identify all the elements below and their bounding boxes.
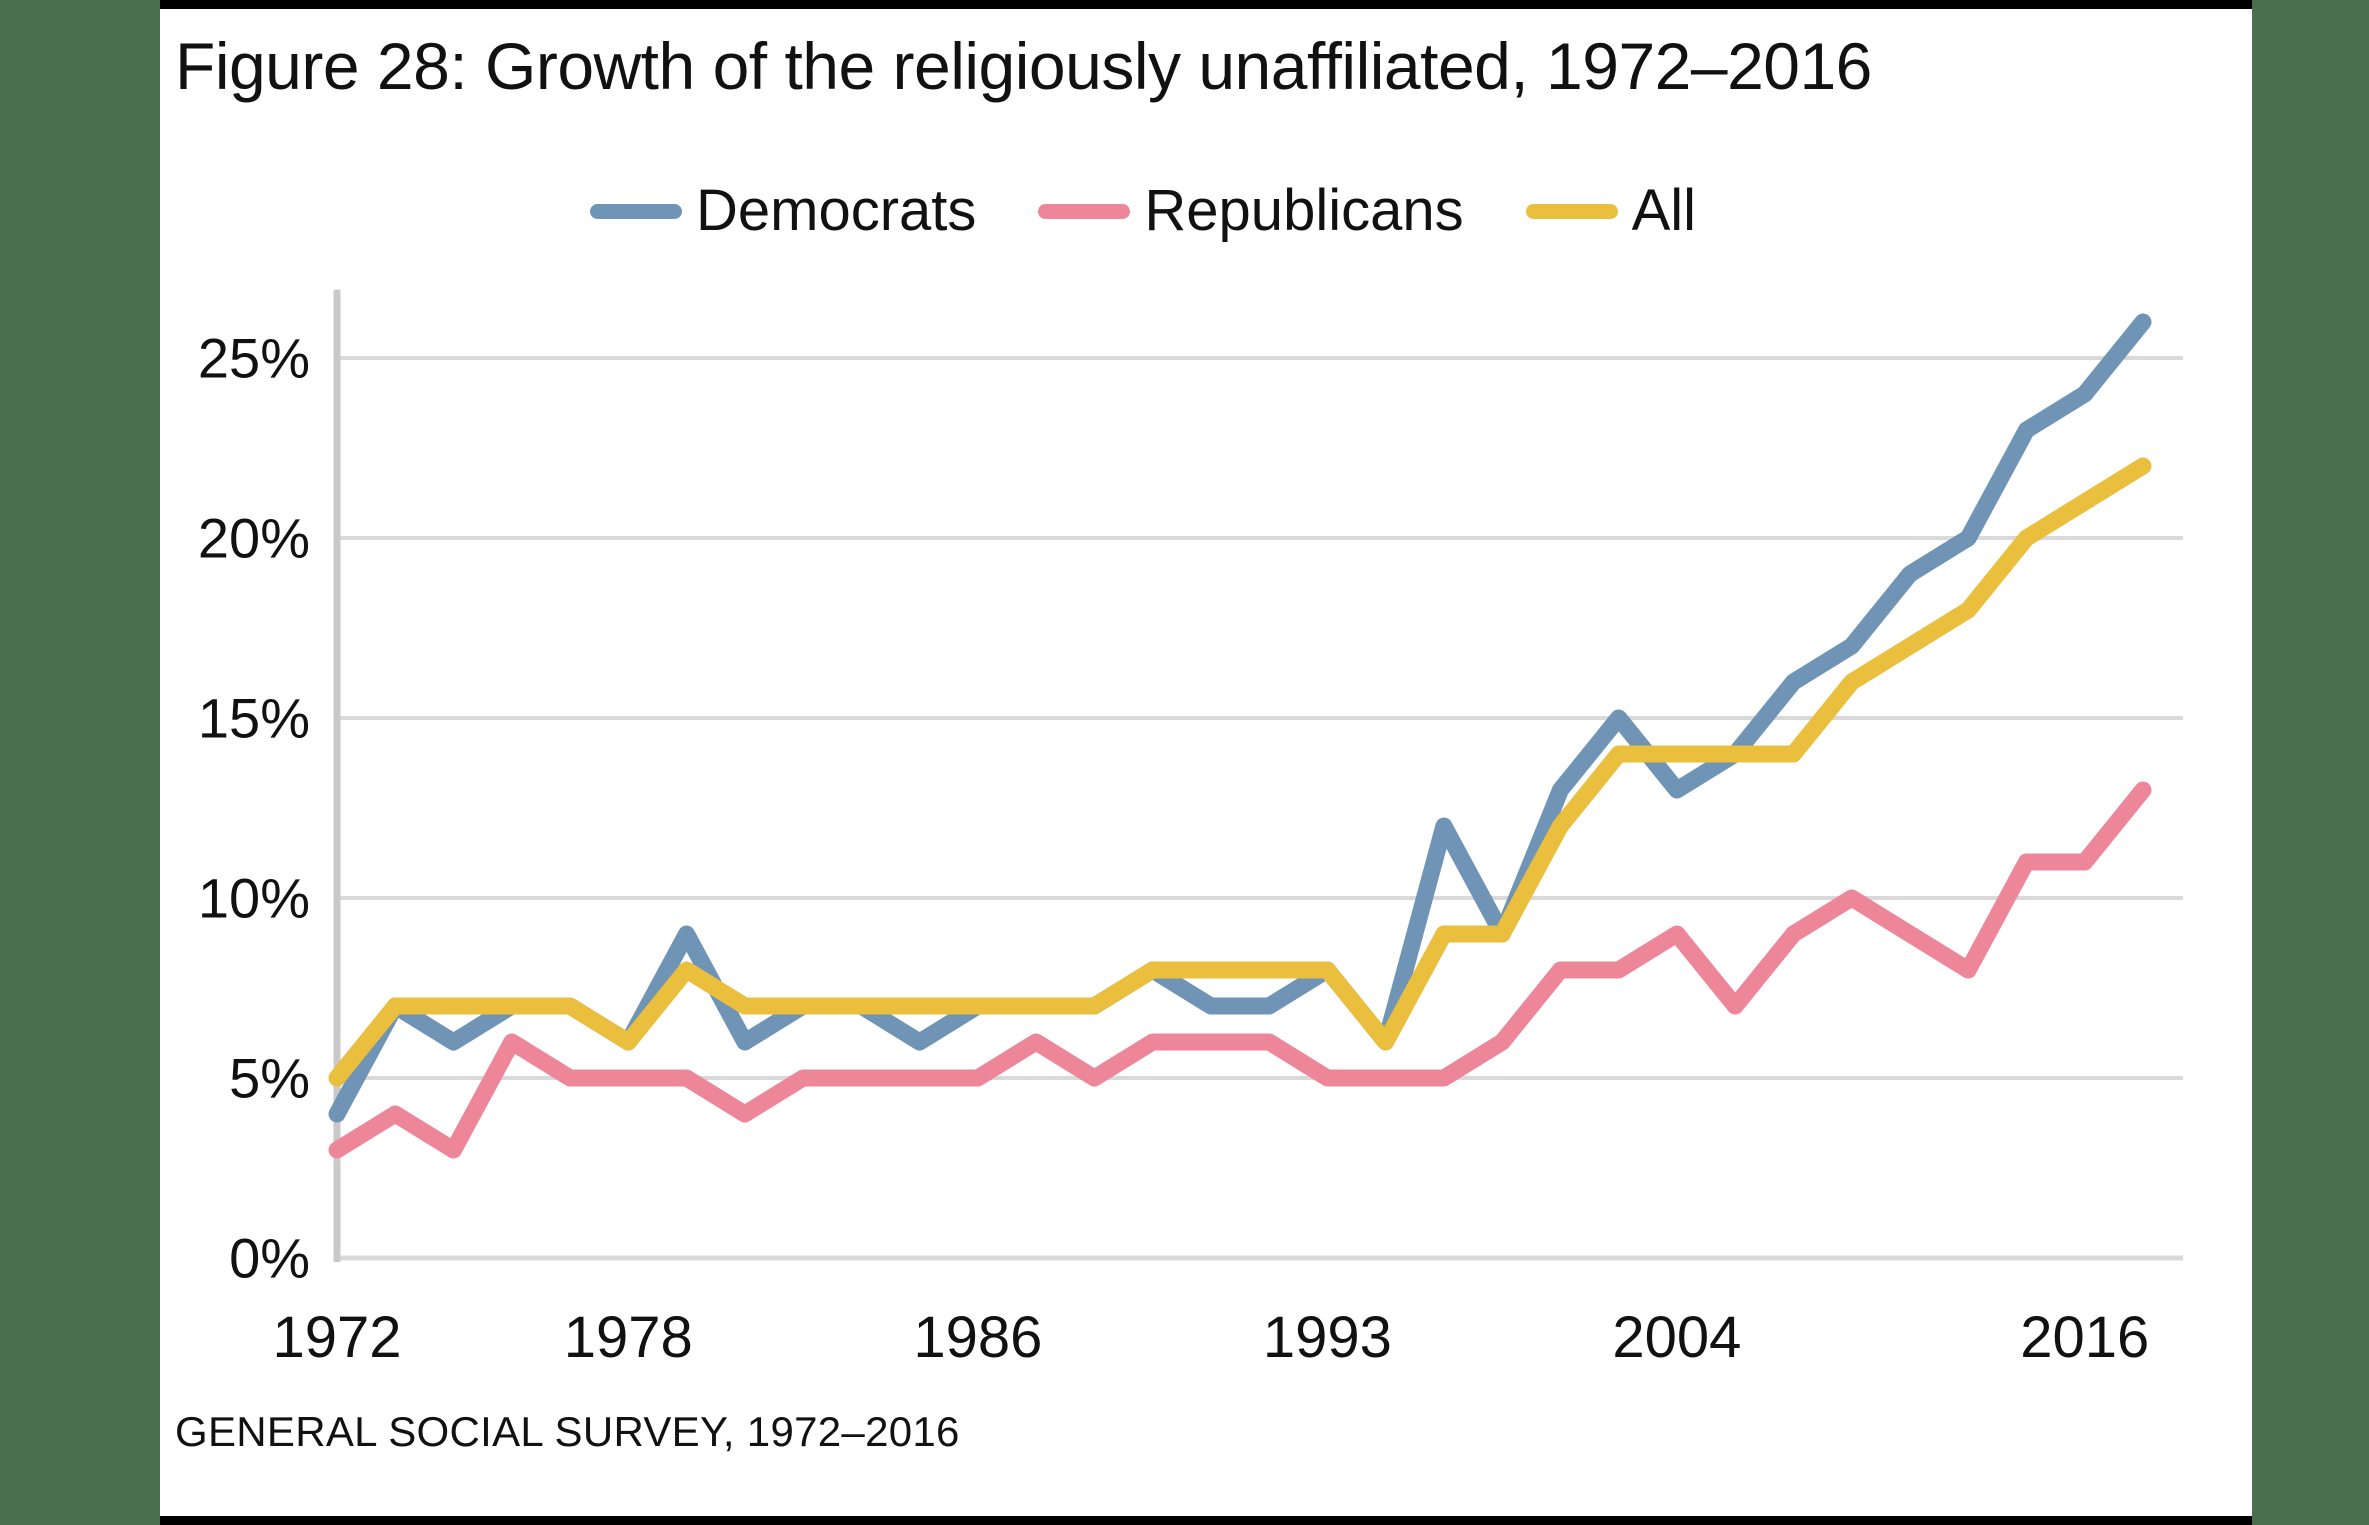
source-note: GENERAL SOCIAL SURVEY, 1972–2016 (175, 1408, 960, 1455)
card-top-rule (160, 0, 2252, 9)
legend-item-all[interactable]: All (1525, 178, 1697, 243)
y-tick-label: 5% (229, 1046, 310, 1110)
x-tick-label: 2004 (1612, 1305, 1742, 1370)
legend-label-republicans: Republicans (1144, 178, 1464, 243)
card-bottom-rule (160, 1516, 2252, 1525)
y-tick-label: 10% (197, 866, 310, 930)
x-tick-label: 1986 (913, 1305, 1043, 1370)
y-tick-label: 20% (197, 506, 310, 570)
legend-item-democrats[interactable]: Democrats (590, 182, 976, 240)
y-tick-label: 15% (197, 686, 310, 750)
background-left (0, 0, 160, 1525)
x-tick-label: 1972 (272, 1305, 402, 1370)
page-title: Figure 28: Growth of the religiously una… (175, 29, 1872, 103)
legend-swatch-republicans (1038, 203, 1131, 219)
background-right (2252, 0, 2369, 1525)
y-tick-label: 25% (197, 326, 310, 390)
x-tick-label: 1978 (563, 1305, 693, 1370)
y-tick-label: 0% (229, 1226, 310, 1290)
legend-label-democrats: Democrats (696, 178, 977, 243)
y-axis-tick-labels: 0% 5% 10% 15% 20% 25% (140, 0, 310, 1525)
x-tick-label: 2016 (2020, 1305, 2150, 1370)
legend-label-all: All (1631, 178, 1697, 243)
legend-swatch-all (1525, 203, 1618, 219)
x-tick-label: 1993 (1262, 1305, 1392, 1370)
chart-legend: Democrats Republicans All (590, 182, 1696, 240)
legend-swatch-democrats (590, 203, 682, 219)
legend-item-republicans[interactable]: Republicans (1038, 178, 1464, 243)
